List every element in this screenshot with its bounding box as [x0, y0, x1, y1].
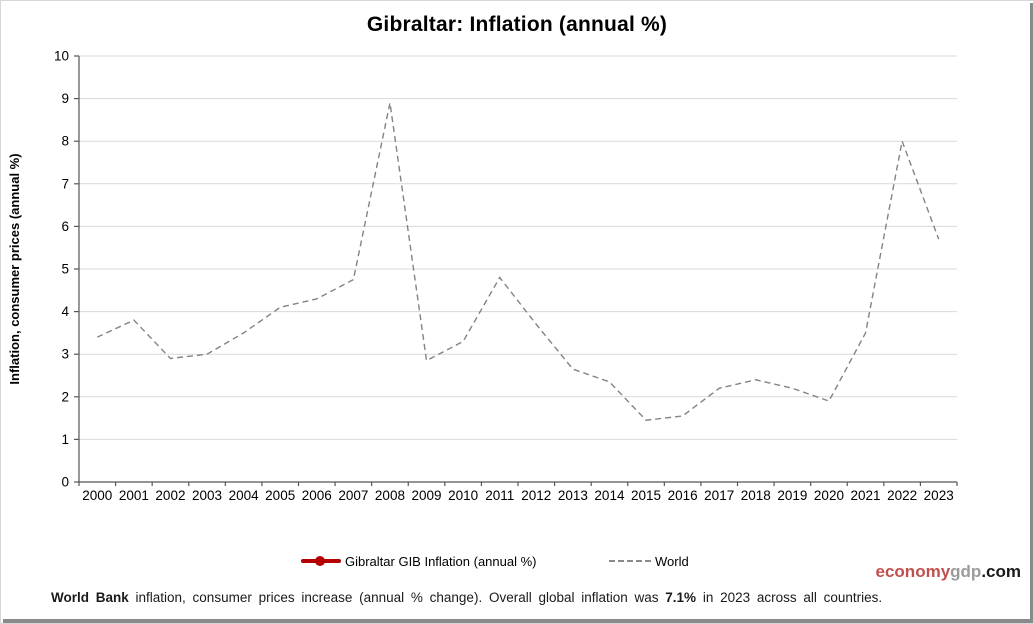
y-tick-label: 2: [61, 389, 69, 404]
x-tick-label: 2014: [594, 488, 625, 503]
x-tick-label: 2010: [448, 488, 478, 503]
x-tick-label: 2015: [631, 488, 661, 503]
site-branding: economygdp.com: [876, 562, 1021, 582]
x-tick-label: 2013: [558, 488, 588, 503]
x-tick-label: 2020: [814, 488, 844, 503]
x-tick-label: 2005: [265, 488, 295, 503]
x-tick-label: 2008: [375, 488, 405, 503]
x-tick-label: 2000: [82, 488, 112, 503]
brand-gdp: gdp: [950, 562, 982, 581]
world-series-line: [96, 102, 940, 421]
brand-economy: economy: [875, 562, 951, 581]
y-tick-label: 7: [61, 176, 69, 191]
x-tick-label: 2006: [302, 488, 332, 503]
chart-title: Gibraltar: Inflation (annual %): [366, 13, 668, 36]
x-tick-label: 2018: [741, 488, 771, 503]
x-tick-label: 2019: [777, 488, 807, 503]
brand-com: .com: [981, 562, 1021, 581]
legend-label-gibraltar: Gibraltar GIB Inflation (annual %): [345, 553, 537, 569]
y-axis-title: Inflation, consumer prices (annual %): [7, 153, 22, 384]
y-tick-label: 6: [61, 219, 69, 234]
y-tick-label: 3: [61, 347, 69, 362]
y-tick-label: 0: [61, 475, 69, 490]
x-tick-label: 2011: [485, 488, 514, 503]
x-tick-label: 2009: [412, 488, 442, 503]
y-tick-label: 9: [61, 91, 69, 106]
x-tick-label: 2001: [119, 488, 149, 503]
gibraltar-line-sample-icon: [301, 556, 341, 566]
legend-item-gibraltar: Gibraltar GIB Inflation (annual %): [301, 553, 536, 569]
y-tick-label: 1: [61, 432, 69, 447]
y-tick-label: 5: [61, 262, 69, 277]
x-tick-label: 2016: [668, 488, 698, 503]
world-line-sample-icon: [609, 560, 651, 562]
frame-shadow-right: [1030, 3, 1033, 623]
y-tick-label: 4: [61, 304, 69, 319]
x-tick-label: 2003: [192, 488, 222, 503]
x-tick-label: 2022: [887, 488, 917, 503]
x-tick-label: 2021: [851, 488, 881, 503]
chart-plot-area: 0 1 2 3 4 5 6 7 8 9 10 2000 2001 2002 2003 2004 2005 2006…: [7, 49, 958, 503]
y-tick-label: 10: [54, 49, 69, 64]
source-text: inflation, consumer prices increase (ann…: [128, 590, 666, 605]
gibraltar-marker-icon: [315, 556, 325, 566]
frame-shadow-bottom: [3, 619, 1033, 623]
x-tick-label: 2012: [521, 488, 551, 503]
x-tick-label: 2017: [704, 488, 734, 503]
x-tick-label: 2004: [229, 488, 260, 503]
source-text-end: in 2023 across all countries.: [696, 590, 883, 605]
x-tick-label: 2002: [155, 488, 185, 503]
source-note: World Bank inflation, consumer prices in…: [51, 590, 1011, 605]
x-tick-label: 2023: [924, 488, 954, 503]
x-tick-label: 2007: [338, 488, 368, 503]
source-name: World Bank: [51, 590, 129, 605]
legend-label-world: World: [655, 553, 689, 569]
legend-item-world: World: [609, 553, 689, 569]
global-inflation-value: 7.1%: [665, 590, 697, 605]
y-tick-label: 8: [61, 134, 69, 149]
